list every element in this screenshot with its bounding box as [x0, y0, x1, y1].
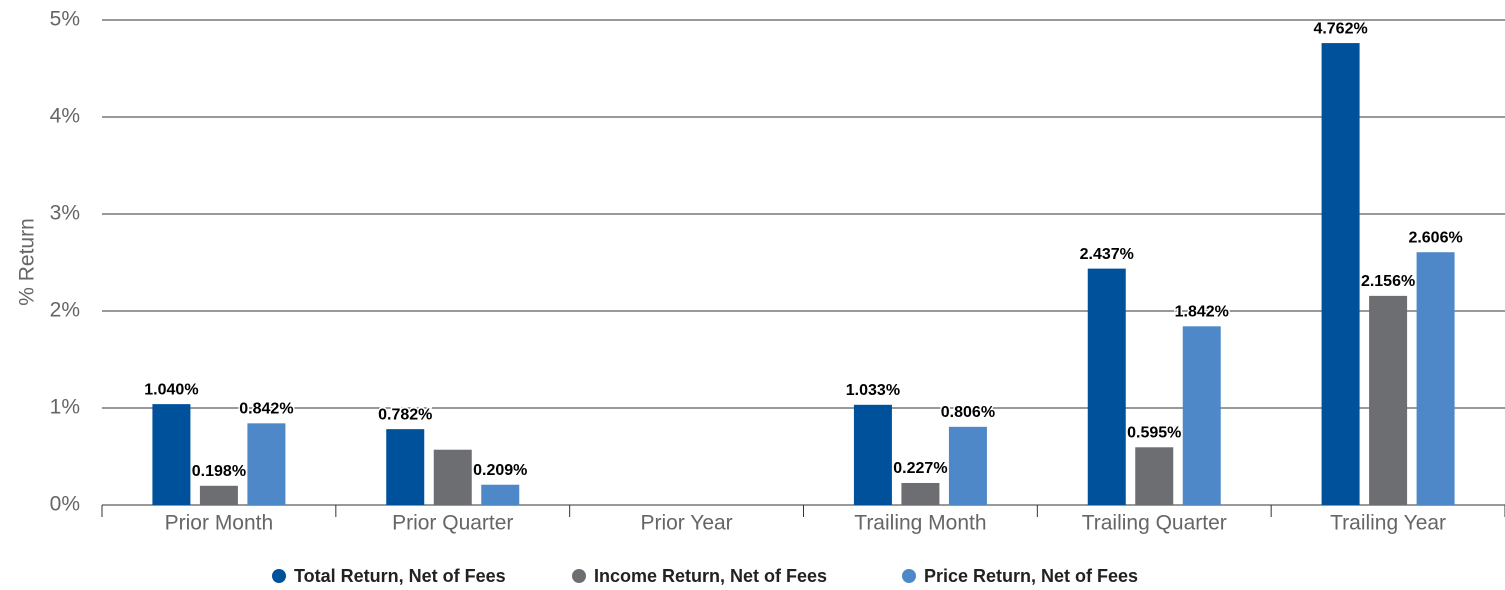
bar	[247, 423, 286, 505]
value-label: 0.842%	[239, 401, 293, 418]
value-label: 2.437%	[1080, 246, 1134, 263]
bar	[152, 404, 191, 505]
legend-label: Total Return, Net of Fees	[294, 566, 506, 586]
bar	[1087, 268, 1126, 505]
value-label: 4.762%	[1313, 20, 1367, 37]
bar	[853, 404, 892, 505]
bar	[1416, 252, 1455, 505]
y-tick-label: 1%	[50, 396, 80, 419]
value-label: 0.209%	[473, 462, 527, 479]
bar	[1321, 43, 1360, 505]
y-tick-label: 3%	[50, 202, 80, 225]
legend-label: Income Return, Net of Fees	[594, 566, 827, 586]
legend-label: Price Return, Net of Fees	[924, 566, 1138, 586]
bar	[901, 482, 940, 505]
value-label: 1.842%	[1175, 304, 1229, 321]
value-label: 0.782%	[378, 406, 432, 423]
y-tick-label: 2%	[50, 299, 80, 322]
y-axis-title: % Return	[16, 218, 39, 306]
y-tick-label: 0%	[50, 493, 80, 516]
value-label: 1.033%	[846, 382, 900, 399]
legend-swatch	[902, 569, 916, 583]
bar	[1182, 326, 1221, 505]
value-label: 1.040%	[144, 381, 198, 398]
bar	[1135, 447, 1174, 505]
value-label: 0.595%	[1127, 425, 1181, 442]
x-tick-label: Trailing Quarter	[1082, 512, 1227, 535]
value-label: 2.606%	[1408, 229, 1462, 246]
value-label: 0.198%	[192, 463, 246, 480]
x-tick-label: Trailing Month	[854, 512, 986, 535]
legend-swatch	[572, 569, 586, 583]
x-tick-label: Prior Year	[640, 512, 732, 535]
bar	[948, 426, 987, 505]
bar	[481, 484, 520, 505]
bar	[1369, 295, 1408, 505]
y-tick-label: 4%	[50, 105, 80, 128]
value-label: 2.156%	[1361, 273, 1415, 290]
x-tick-label: Prior Quarter	[392, 512, 513, 535]
legend-swatch	[272, 569, 286, 583]
value-label: 0.227%	[893, 460, 947, 477]
bar	[433, 449, 472, 505]
bar	[199, 485, 238, 505]
x-tick-label: Prior Month	[165, 512, 274, 535]
x-tick-label: Trailing Year	[1330, 512, 1446, 535]
bar	[386, 429, 425, 505]
y-tick-label: 5%	[50, 8, 80, 31]
value-label: 0.806%	[941, 404, 995, 421]
